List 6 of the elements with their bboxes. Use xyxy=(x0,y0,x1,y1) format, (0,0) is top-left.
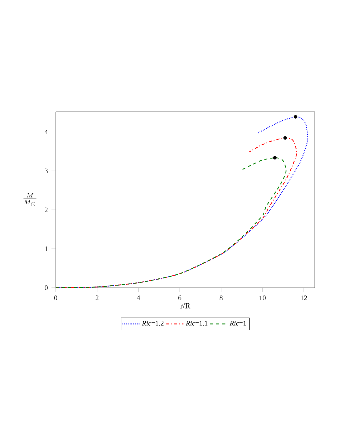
point xyxy=(273,156,277,160)
point xyxy=(294,115,298,119)
y-axis-title: $\frac{M}{M_{\odot}}$ xyxy=(24,194,37,206)
line-series xyxy=(56,158,287,288)
x-axis-title: r/R xyxy=(180,303,191,309)
point xyxy=(284,136,288,140)
